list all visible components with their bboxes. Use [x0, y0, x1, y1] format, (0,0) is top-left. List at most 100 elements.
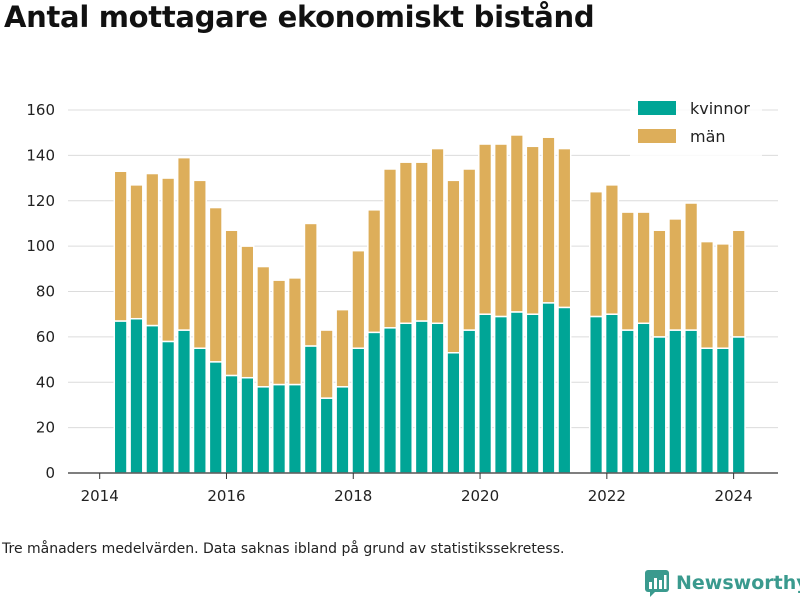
bar-man — [668, 218, 683, 331]
bar-kvinnor — [224, 374, 239, 474]
stacked-bar-chart: 0 20 40 60 80 100 120 140 160 2014 2016 2018 2020 20… — [26, 95, 778, 505]
bar-kvinnor — [208, 361, 223, 474]
bar-man — [192, 179, 207, 349]
legend-label-man: män — [690, 127, 726, 146]
bar-man — [636, 211, 651, 325]
bar-kvinnor — [557, 306, 572, 474]
bar-man — [335, 308, 350, 388]
bar-man — [588, 190, 604, 318]
bar-kvinnor — [478, 313, 493, 474]
chart-title: Antal mottagare ekonomiskt bistånd — [4, 0, 595, 34]
bar-kvinnor — [113, 320, 128, 474]
bar-kvinnor — [636, 322, 651, 474]
legend-swatch-man — [638, 129, 676, 143]
bar-man — [604, 184, 619, 315]
bar-man — [398, 161, 413, 325]
bar-man — [161, 177, 176, 343]
bar-man — [272, 279, 287, 386]
bar-man — [113, 170, 128, 322]
bar-man — [287, 277, 303, 386]
bar-kvinnor — [398, 322, 413, 474]
bar-man — [351, 249, 366, 349]
bar-kvinnor — [715, 347, 730, 474]
bar-kvinnor — [731, 336, 746, 474]
x-tick-label: 2014 — [81, 487, 119, 505]
y-tick-label: 120 — [26, 192, 55, 210]
bar-man — [509, 134, 524, 313]
bar-man — [462, 168, 477, 331]
bar-man — [208, 206, 223, 363]
bar-man — [446, 179, 461, 354]
bar-kvinnor — [668, 329, 683, 474]
bar-kvinnor — [382, 327, 398, 474]
x-axis: 2014 2016 2018 2020 2022 2024 — [68, 472, 778, 505]
bar-man — [129, 184, 144, 320]
bar-kvinnor — [414, 320, 429, 474]
y-tick-label: 40 — [36, 373, 55, 391]
bar-man — [652, 229, 667, 338]
x-tick-label: 2018 — [334, 487, 372, 505]
bar-kvinnor — [176, 329, 192, 474]
y-tick-label: 140 — [26, 146, 55, 164]
bar-man — [224, 229, 239, 377]
bar-kvinnor — [493, 315, 509, 474]
bar-kvinnor — [620, 329, 635, 474]
x-tick-label: 2022 — [588, 487, 626, 505]
legend: kvinnor män — [630, 95, 762, 157]
bar-kvinnor — [525, 313, 540, 474]
bar-man — [145, 172, 160, 327]
bar-man — [478, 143, 493, 315]
bar-kvinnor — [161, 340, 176, 474]
bar-man — [525, 145, 540, 315]
bar-kvinnor — [335, 386, 350, 474]
bar-kvinnor — [256, 386, 271, 474]
bar-kvinnor — [588, 315, 604, 474]
bar-man — [319, 329, 334, 399]
bar-man — [176, 156, 192, 331]
bar-kvinnor — [319, 397, 334, 474]
bar-man — [541, 136, 556, 304]
bar-man — [620, 211, 635, 331]
legend-label-kvinnor: kvinnor — [690, 99, 750, 118]
y-tick-label: 0 — [45, 464, 55, 482]
bar-man — [557, 147, 572, 309]
bar-man — [367, 209, 382, 334]
bar-man — [240, 245, 255, 379]
bar-man — [430, 147, 445, 325]
bar-kvinnor — [509, 311, 524, 474]
bar-man — [256, 265, 271, 388]
bar-man — [699, 240, 715, 349]
bar-man — [382, 168, 398, 329]
bar-kvinnor — [351, 347, 366, 474]
y-tick-label: 20 — [36, 419, 55, 437]
bar-kvinnor — [699, 347, 715, 474]
brand-name: Newsworthy — [676, 572, 800, 594]
bar-kvinnor — [684, 329, 699, 474]
bar-kvinnor — [287, 383, 303, 474]
bars — [113, 134, 746, 474]
bar-kvinnor — [462, 329, 477, 474]
y-tick-label: 80 — [36, 283, 55, 301]
y-tick-label: 160 — [26, 101, 55, 119]
bar-kvinnor — [303, 345, 318, 474]
x-tick-label: 2020 — [461, 487, 499, 505]
bar-kvinnor — [652, 336, 667, 474]
newsworthy-logo-icon — [645, 570, 669, 597]
bar-kvinnor — [192, 347, 207, 474]
bar-kvinnor — [129, 317, 144, 474]
x-tick-label: 2016 — [207, 487, 245, 505]
bar-kvinnor — [240, 376, 255, 474]
bar-man — [731, 229, 746, 338]
bar-kvinnor — [446, 352, 461, 474]
brand-logo: Newsworthy — [644, 568, 800, 598]
bar-man — [303, 222, 318, 347]
y-axis: 0 20 40 60 80 100 120 140 160 — [26, 101, 55, 482]
y-tick-label: 100 — [26, 237, 55, 255]
bar-kvinnor — [604, 313, 619, 474]
bar-kvinnor — [272, 383, 287, 474]
legend-swatch-kvinnor — [638, 101, 676, 115]
bar-man — [684, 202, 699, 331]
y-tick-label: 60 — [36, 328, 55, 346]
bar-man — [715, 243, 730, 349]
footnote: Tre månaders medelvärden. Data saknas ib… — [2, 541, 565, 557]
